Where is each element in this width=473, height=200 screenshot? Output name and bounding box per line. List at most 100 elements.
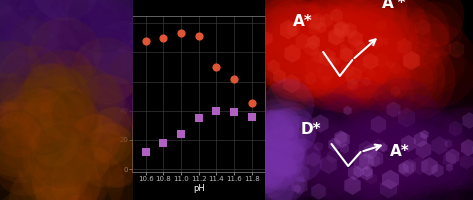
Point [307, 54, 314, 57]
Point [185, 69, 193, 72]
Point [264, 173, 272, 176]
Point [386, 178, 394, 181]
Point [359, 132, 366, 135]
Point [36, 11, 44, 14]
Point [273, 169, 280, 173]
Point [338, 164, 346, 167]
Point [350, 11, 357, 14]
Point [363, 3, 370, 6]
Point [411, 151, 419, 154]
Point [25, 94, 33, 97]
Point [96, 59, 104, 63]
Point [40, 99, 48, 103]
Point [259, 47, 267, 51]
Point [363, 66, 370, 69]
Point [390, 108, 397, 111]
Point [54, 165, 62, 169]
Point [109, 194, 117, 197]
Point [54, 57, 62, 60]
Point [89, 35, 96, 38]
Point [385, 180, 393, 183]
Point [278, 163, 286, 166]
Point [415, 163, 423, 166]
Point [305, 144, 313, 147]
Point [90, 66, 98, 70]
Point [310, 39, 317, 42]
Point [100, 137, 108, 141]
Point [356, 50, 363, 53]
Point [66, 107, 73, 110]
Point [298, 53, 306, 56]
Point [322, 71, 329, 74]
Point [210, 49, 218, 53]
Point [271, 183, 279, 186]
Point [344, 48, 352, 51]
Point [341, 146, 348, 149]
Point [275, 155, 283, 158]
Point [296, 60, 304, 63]
Point [328, 68, 336, 71]
Point [28, 165, 35, 168]
Point [63, 113, 71, 116]
Point [297, 7, 304, 10]
Point [338, 29, 346, 32]
Point [283, 157, 291, 160]
Point [127, 185, 135, 188]
Point [53, 186, 61, 189]
Point [6, 64, 13, 67]
Point [283, 146, 290, 150]
Point [54, 136, 62, 139]
Point [415, 121, 423, 124]
Point [348, 83, 356, 86]
Point [413, 183, 421, 186]
Point [377, 35, 385, 39]
Point [314, 55, 322, 58]
Point [343, 51, 350, 54]
Point [420, 39, 427, 42]
Point [19, 91, 27, 94]
Point [432, 64, 440, 67]
Point [38, 135, 46, 138]
Point [270, 126, 277, 129]
Point [269, 57, 277, 60]
Point [357, 117, 364, 120]
Point [53, 88, 61, 91]
Point [42, 79, 50, 82]
Point [440, 173, 448, 176]
Point [421, 147, 429, 150]
Point [270, 137, 278, 141]
Point [71, 68, 79, 71]
Point [345, 150, 353, 154]
Point [269, 160, 277, 164]
Point [307, 46, 315, 49]
Point [420, 149, 428, 153]
Point [340, 38, 347, 41]
Point [105, 39, 112, 42]
Point [23, 94, 30, 97]
Point [12, 77, 20, 80]
Point [346, 33, 353, 36]
Point [293, 39, 300, 42]
Point [68, 155, 76, 158]
Point [323, 53, 331, 56]
Point [372, 93, 379, 96]
Point [83, 45, 91, 48]
Point [331, 42, 338, 45]
Point [304, 47, 312, 51]
Point [307, 31, 315, 35]
Point [382, 84, 390, 87]
Point [331, 29, 339, 32]
Point [120, 43, 128, 46]
Point [413, 156, 421, 159]
Point [349, 56, 356, 59]
Point [418, 156, 426, 159]
Point [337, 71, 344, 74]
Point [316, 121, 324, 124]
Point [383, 167, 391, 170]
Point [445, 176, 453, 180]
Point [366, 152, 373, 155]
Point [266, 26, 274, 29]
Point [24, 132, 32, 135]
Point [257, 153, 264, 156]
Point [58, 20, 66, 23]
